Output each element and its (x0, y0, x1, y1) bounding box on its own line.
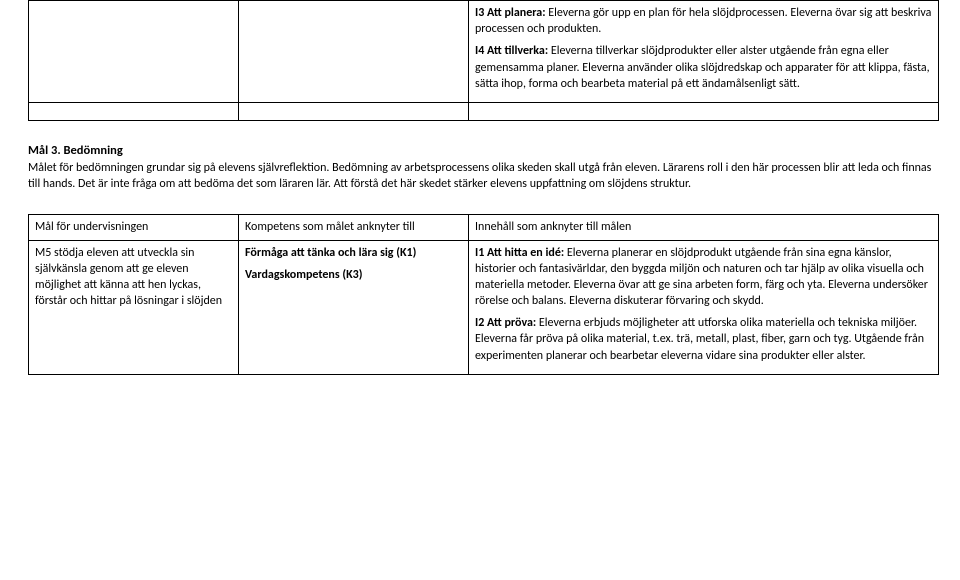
cell-mal: M5 stödja eleven att utveckla sin självk… (29, 240, 239, 374)
table-header-row: Mål för undervisningen Kompetens som mål… (29, 215, 939, 240)
section-heading: Mål 3. Bedömning (28, 143, 960, 158)
cell-empty (239, 1, 469, 103)
i2-text: Eleverna erbjuds möjligheter att utforsk… (475, 316, 924, 362)
table-row: M5 stödja eleven att utveckla sin självk… (29, 240, 939, 374)
table-row-empty (29, 102, 939, 120)
i2-label: I2 Att pröva: (475, 316, 539, 330)
i3-label: I3 Att planera: (475, 6, 548, 20)
header-col1: Mål för undervisningen (29, 215, 239, 240)
cell-content: I3 Att planera: Eleverna gör upp en plan… (469, 1, 939, 103)
cell-empty (469, 102, 939, 120)
cell-kompetens: Förmåga att tänka och lära sig (K1) Vard… (239, 240, 469, 374)
i1-label: I1 Att hitta en idé: (475, 246, 567, 260)
k1-line: Förmåga att tänka och lära sig (K1) (245, 245, 462, 261)
spacer (0, 192, 960, 214)
header-col3: Innehåll som anknyter till målen (469, 215, 939, 240)
section-paragraph: Målet för bedömningen grundar sig på ele… (28, 160, 932, 192)
cell-empty (29, 102, 239, 120)
k3-line: Vardagskompetens (K3) (245, 267, 462, 283)
header-col2: Kompetens som målet anknyter till (239, 215, 469, 240)
top-table: I3 Att planera: Eleverna gör upp en plan… (28, 0, 939, 121)
cell-innehall: I1 Att hitta en idé: Eleverna planerar e… (469, 240, 939, 374)
table-row: I3 Att planera: Eleverna gör upp en plan… (29, 1, 939, 103)
cell-empty (239, 102, 469, 120)
bottom-table: Mål för undervisningen Kompetens som mål… (28, 214, 939, 375)
i4-label: I4 Att tillverka: (475, 44, 551, 58)
cell-empty (29, 1, 239, 103)
